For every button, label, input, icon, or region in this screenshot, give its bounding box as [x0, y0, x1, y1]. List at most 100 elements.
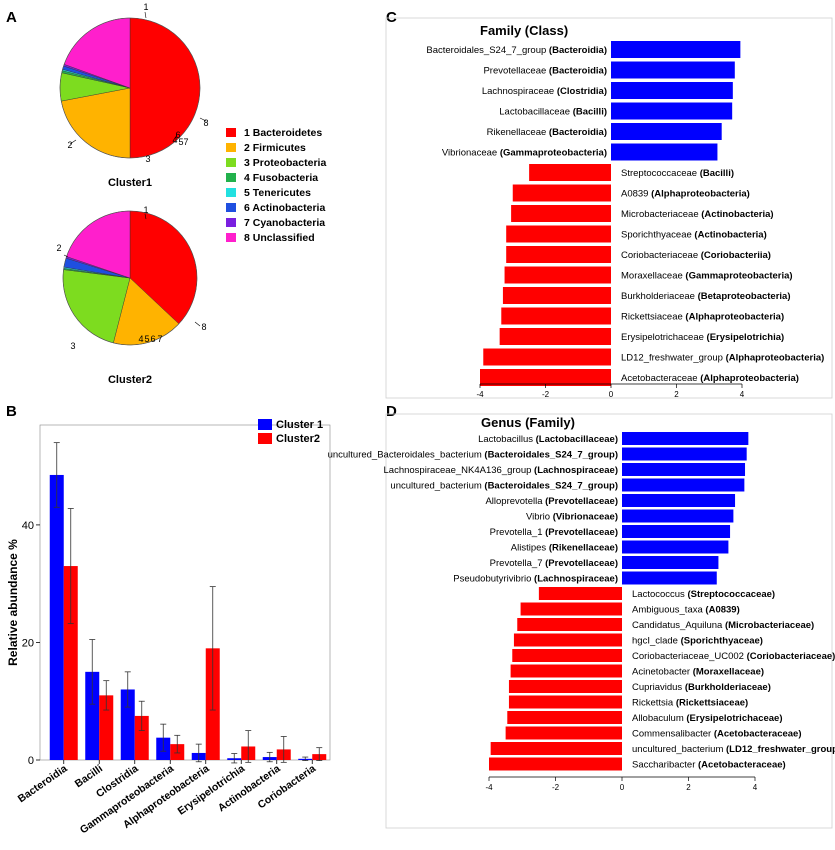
legend-swatch — [226, 128, 236, 137]
bar-cluster2 — [134, 715, 149, 760]
bar-label-name: Alloprevotella — [485, 496, 545, 507]
bar-cluster1 — [120, 689, 135, 760]
bar-enriched-cluster2 — [506, 225, 611, 243]
bar-label-name: Lachnospiraceae — [482, 86, 557, 97]
pie-label-2: 2 — [67, 140, 72, 150]
bar-label-name: Bacteroidales_S24_7_group — [426, 45, 549, 56]
bar-label-class: (Bacilli) — [700, 168, 734, 179]
pie-label-3: 3 — [145, 154, 150, 164]
pie-label-1: 1 — [143, 2, 148, 12]
bar-label: Microbacteriaceae (Actinobacteria) — [621, 209, 774, 220]
bar-label-class: (Bacteroidales_S24_7_group) — [484, 481, 618, 492]
bar-label-class: (Acetobacteraceae) — [698, 760, 786, 771]
bar-label-class: (Streptococcaceae) — [687, 589, 775, 600]
bar-label: Lactobacillaceae (Bacilli) — [499, 107, 607, 118]
x-tick-label: -2 — [542, 390, 550, 399]
legend-label: 3 Proteobacteria — [244, 157, 326, 169]
x-tick-label: 4 — [740, 390, 745, 399]
y-tick-label: 20 — [22, 637, 34, 649]
bar-enriched-cluster1 — [611, 102, 733, 120]
bar-label: Commensalibacter (Acetobacteraceae) — [632, 729, 802, 740]
bar-label-class: (Lactobacillaceae) — [536, 434, 618, 445]
bar-label-name: Coriobacteriaceae_UC002 — [632, 651, 747, 662]
bar-label-class: (Microbacteriaceae) — [725, 620, 814, 631]
bar-enriched-cluster2 — [510, 664, 622, 678]
pie-legend: 1 Bacteroidetes 2 Firmicutes 3 Proteobacte… — [226, 127, 326, 244]
bar-label: Lactobacillus (Lactobacillaceae) — [478, 434, 618, 445]
bar-label-class: (Alphaproteobacteria) — [700, 373, 799, 384]
legend-swatch — [226, 233, 236, 242]
x-tick-label: 4 — [753, 783, 758, 792]
bar-label-name: Rickettsiaceae — [621, 312, 685, 323]
bar-label-class: (A0839) — [705, 605, 739, 616]
bar-label-class: (LD12_freshwater_group) — [726, 744, 835, 755]
bar-label-name: Pseudobutyrivibrio — [453, 574, 534, 585]
panel-label-c: C — [386, 9, 397, 26]
bar-enriched-cluster1 — [622, 540, 729, 554]
bar-enriched-cluster2 — [501, 307, 611, 325]
bar-label-class: (Actinobacteria) — [694, 230, 766, 241]
pie-label-8: 8 — [203, 118, 208, 128]
bar-enriched-cluster1 — [611, 143, 718, 161]
pie-cluster2: 1 2 3 4 5 6 7 8 — [56, 205, 206, 351]
bar-label-name: Rickettsia — [632, 698, 676, 709]
bar-label-name: Acetobacteraceae — [621, 373, 700, 384]
panel-d-frame — [385, 413, 833, 829]
bar-label-class: (Prevotellaceae) — [545, 496, 618, 507]
bar-enriched-cluster2 — [489, 757, 622, 771]
bar-label: Prevotella_1 (Prevotellaceae) — [490, 527, 618, 538]
pie-tick — [194, 321, 201, 327]
pie-label-6: 6 — [150, 334, 155, 344]
legend-swatch — [258, 419, 272, 430]
bar-enriched-cluster1 — [611, 123, 722, 140]
bar-label-class: (Lachnospiraceae) — [534, 574, 618, 585]
legend-label: 1 Bacteroidetes — [244, 127, 322, 139]
bar-label-name: Microbacteriaceae — [621, 209, 701, 220]
bar-label-class: (Prevotellaceae) — [545, 558, 618, 569]
bar-enriched-cluster1 — [611, 41, 741, 58]
legend-label: 7 Cyanobacteria — [244, 217, 325, 229]
legend-swatch — [226, 158, 236, 167]
pie-tick — [144, 213, 147, 220]
plot-frame — [39, 424, 331, 761]
bar-enriched-cluster2 — [483, 348, 611, 366]
pie-slice-1 — [129, 17, 201, 159]
bar-label-class: (Clostridia) — [557, 86, 607, 97]
bar-enriched-cluster2 — [512, 649, 622, 662]
bar-label-class: (Coriobacteriia) — [701, 250, 771, 261]
x-tick-label: 2 — [686, 783, 691, 792]
bar-label-name: Rikenellaceae — [487, 127, 549, 138]
pie-label-8: 8 — [201, 322, 206, 332]
bar-label-class: (Gammaproteobacteria) — [685, 271, 792, 282]
bar-enriched-cluster2 — [490, 742, 622, 755]
bar-enriched-cluster1 — [622, 571, 717, 585]
bar-label-class: (Rikenellaceae) — [549, 543, 618, 554]
bar-label-class: (Gammaproteobacteria) — [500, 148, 607, 159]
bar-label-name: Prevotellaceae — [483, 66, 548, 77]
bar-label-class: (Moraxellaceae) — [693, 667, 764, 678]
legend-label: 6 Actinobacteria — [244, 202, 325, 214]
bar-enriched-cluster2 — [529, 164, 611, 181]
bar-label-class: (Erysipelotrichia) — [707, 332, 785, 343]
x-tick-label: 2 — [674, 390, 679, 399]
bar-label: Erysipelotrichaceae (Erysipelotrichia) — [621, 332, 784, 343]
chart-title: Genus (Family) — [481, 415, 575, 430]
pie-outline — [62, 210, 198, 346]
bar-enriched-cluster1 — [622, 509, 734, 523]
bar-label: Prevotella_7 (Prevotellaceae) — [490, 558, 618, 569]
bar-label: Sporichthyaceae (Actinobacteria) — [621, 230, 767, 241]
pie-label-6: 6 — [175, 130, 180, 140]
bar-enriched-cluster2 — [506, 246, 611, 263]
bar-label-name: uncultured_bacterium — [390, 481, 484, 492]
pie-label-1: 1 — [143, 205, 148, 215]
bar-label-name: Allobaculum — [632, 713, 686, 724]
bar-label-name: Acinetobacter — [632, 667, 693, 678]
bar-label-name: uncultured_Bacteroidales_bacterium — [328, 450, 485, 461]
bar-label-name: Prevotella_1 — [490, 527, 545, 538]
bar-label-name: Vibrionaceae — [442, 148, 500, 159]
bar-enriched-cluster2 — [508, 695, 622, 709]
y-tick-label: 0 — [28, 755, 34, 767]
bar-label: Pseudobutyrivibrio (Lachnospiraceae) — [453, 574, 618, 585]
pie-tick — [144, 11, 147, 19]
legend-swatch — [226, 188, 236, 197]
